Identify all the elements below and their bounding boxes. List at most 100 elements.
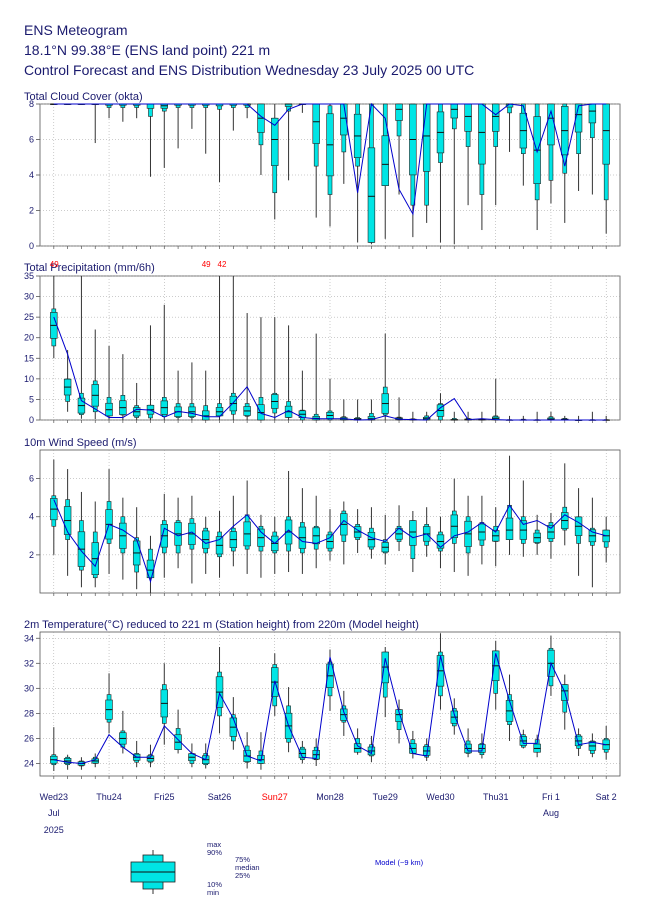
ens-box — [77, 276, 86, 419]
legend-p75-label: 75% — [235, 855, 250, 864]
day-label: Mon28 — [316, 792, 344, 802]
ens-box — [284, 103, 293, 181]
ens-box — [574, 103, 583, 191]
ens-box — [519, 729, 528, 749]
ens-box — [602, 516, 610, 563]
ens-box — [312, 103, 320, 218]
ens-box — [422, 507, 431, 557]
location-line: 18.1°N 99.38°E (ENS land point) 221 m — [24, 42, 271, 58]
day-label: Sun27 — [262, 792, 288, 802]
ens-box — [436, 103, 445, 243]
ens-box — [160, 103, 168, 168]
panel-title: 2m Temperature(°C) reduced to 221 m (Sta… — [24, 619, 419, 631]
ens-box — [271, 317, 279, 420]
ens-box — [381, 647, 389, 718]
y-tick-label: 2 — [29, 550, 34, 560]
ens-box — [229, 103, 238, 131]
ens-iqr-box — [395, 103, 403, 121]
control-forecast-line — [53, 316, 607, 421]
ens-box — [105, 673, 113, 734]
ens-box — [271, 653, 279, 716]
ens-box — [188, 495, 196, 584]
ens-box — [450, 698, 458, 735]
ens-box — [367, 507, 376, 559]
ens-box — [492, 103, 500, 206]
ens-box — [63, 350, 72, 412]
ens-box — [91, 103, 99, 144]
y-tick-label: 30 — [24, 683, 34, 693]
ens-box — [381, 514, 389, 565]
ens-box — [409, 411, 417, 421]
ens-box — [257, 732, 265, 770]
control-forecast-line — [53, 499, 607, 584]
ens-box — [215, 276, 224, 420]
ens-box — [174, 103, 182, 149]
panel-4: 24 26 28 30 32 34 2m Temperature(°C) reduced t… — [24, 619, 621, 779]
y-tick-label: 0 — [29, 241, 34, 251]
overflow-annotation: 42 — [218, 260, 227, 269]
month-label: Aug — [543, 808, 559, 818]
ens-box — [353, 399, 362, 421]
ens-box — [409, 511, 417, 573]
y-tick-label: 35 — [24, 271, 34, 281]
overflow-annotation: 49 — [202, 260, 211, 269]
panel-title: Total Cloud Cover (okta) — [24, 91, 143, 103]
ens-box — [91, 329, 99, 420]
ens-box — [561, 103, 569, 223]
ens-box — [105, 469, 113, 574]
panel-title: Total Precipitation (mm/6h) — [24, 262, 155, 274]
ens-box — [312, 738, 320, 766]
ens-iqr-box — [395, 709, 403, 722]
ens-box — [215, 511, 224, 578]
ens-box — [257, 514, 265, 578]
y-tick-label: 34 — [24, 633, 34, 643]
day-label: Thu24 — [96, 792, 122, 802]
ens-iqr-box — [478, 103, 486, 165]
ens-box — [478, 495, 486, 565]
ens-box — [105, 345, 113, 420]
ens-iqr-box — [602, 103, 610, 165]
y-tick-label: 28 — [24, 708, 34, 718]
legend-model-label: Model (~9 km) — [375, 858, 424, 867]
panel-title: 10m Wind Speed (m/s) — [24, 437, 136, 449]
ens-box — [547, 103, 555, 204]
ens-box — [533, 734, 541, 758]
y-tick-label: 10 — [24, 374, 34, 384]
ens-box — [422, 738, 431, 761]
ens-box — [298, 370, 307, 421]
ens-box — [450, 411, 458, 421]
control-forecast-line — [53, 102, 607, 216]
ens-box — [340, 501, 348, 565]
day-label: Sat 2 — [596, 792, 617, 802]
ens-box — [188, 362, 196, 420]
day-label: Fri 1 — [542, 792, 560, 802]
ens-box — [561, 415, 569, 421]
ens-box — [119, 710, 127, 754]
legend-median-label: median — [235, 863, 260, 872]
ens-box — [284, 325, 293, 420]
ens-box — [229, 495, 238, 567]
ens-box — [602, 725, 610, 760]
ens-box — [146, 744, 155, 768]
ens-box — [326, 378, 334, 421]
ens-box — [588, 733, 597, 758]
ens-box — [505, 103, 514, 152]
ens-box — [243, 313, 251, 420]
ens-box — [533, 411, 541, 421]
ens-box — [519, 103, 528, 186]
ens-box — [464, 495, 472, 576]
ens-box — [409, 103, 417, 238]
ens-box — [91, 753, 99, 768]
y-tick-label: 24 — [24, 758, 34, 768]
y-tick-label: 2 — [29, 206, 34, 216]
ens-box — [202, 370, 210, 421]
legend-p10-label: 10% — [207, 880, 222, 889]
y-tick-label: 6 — [29, 135, 34, 145]
ens-box — [312, 333, 320, 421]
ens-box — [119, 497, 127, 580]
ens-box — [105, 103, 113, 119]
y-tick-label: 30 — [24, 292, 34, 302]
year-label: 2025 — [44, 825, 64, 835]
